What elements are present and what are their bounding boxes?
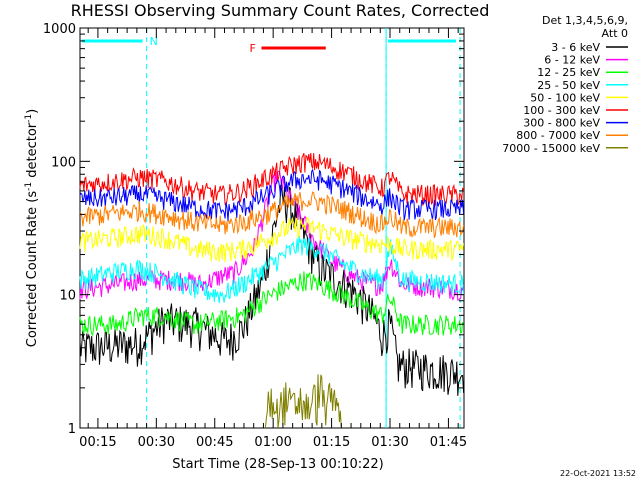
series-line	[79, 152, 464, 207]
legend-entry-label: 300 - 800 keV	[523, 117, 600, 130]
x-tick-label: 00:45	[196, 435, 233, 450]
y-tick-label: 10	[59, 289, 76, 304]
flare-flag-label: F	[249, 42, 255, 55]
x-tick-label: 00:15	[79, 435, 116, 450]
series-line	[79, 216, 465, 263]
chart-title: RHESSI Observing Summary Count Rates, Co…	[71, 1, 490, 20]
series-line	[79, 191, 465, 239]
legend-entry-label: 12 - 25 keV	[537, 66, 600, 79]
legend-entry-label: 25 - 50 keV	[537, 79, 600, 92]
y-tick-label: 1	[68, 422, 76, 437]
legend-header: Det 1,3,4,5,6,9,	[542, 14, 628, 27]
x-axis-label: Start Time (28-Sep-13 00:10:22)	[172, 457, 383, 472]
x-tick-label: 01:00	[254, 435, 291, 450]
legend-entry-label: 800 - 7000 keV	[516, 129, 600, 142]
series-line	[79, 182, 465, 396]
axes: 1 10 100 1000 00:15 00:30 00:45 01:00 01:15 01:30…	[43, 22, 467, 450]
night-markers: N	[82, 28, 461, 428]
legend-entry-label: 3 - 6 keV	[551, 41, 600, 54]
legend-entry-label: 7000 - 15000 keV	[502, 142, 600, 155]
flag-markers: F	[249, 42, 326, 55]
y-tick-label: 100	[51, 155, 76, 170]
x-tick-label: 01:30	[371, 435, 408, 450]
legend-header: Att 0	[602, 27, 628, 40]
legend-entry-label: 50 - 100 keV	[530, 91, 600, 104]
timestamp: 22-Oct-2021 13:52	[560, 469, 636, 478]
x-tick-label: 00:30	[138, 435, 175, 450]
plot-frame	[79, 27, 465, 429]
night-label: N	[150, 35, 158, 48]
x-tick-label: 01:45	[430, 435, 467, 450]
series-line	[79, 271, 464, 337]
series-line	[79, 235, 465, 304]
series-lines	[79, 152, 465, 429]
series-line	[264, 374, 342, 429]
legend-entry-label: 100 - 300 keV	[523, 104, 600, 117]
y-axis-label: Corrected Count Rate (s-1 detector-1)	[24, 109, 40, 347]
x-tick-label: 01:15	[313, 435, 350, 450]
y-tick-label: 1000	[43, 22, 76, 37]
legend-entry-label: 6 - 12 keV	[544, 54, 600, 67]
series-line	[79, 168, 465, 222]
